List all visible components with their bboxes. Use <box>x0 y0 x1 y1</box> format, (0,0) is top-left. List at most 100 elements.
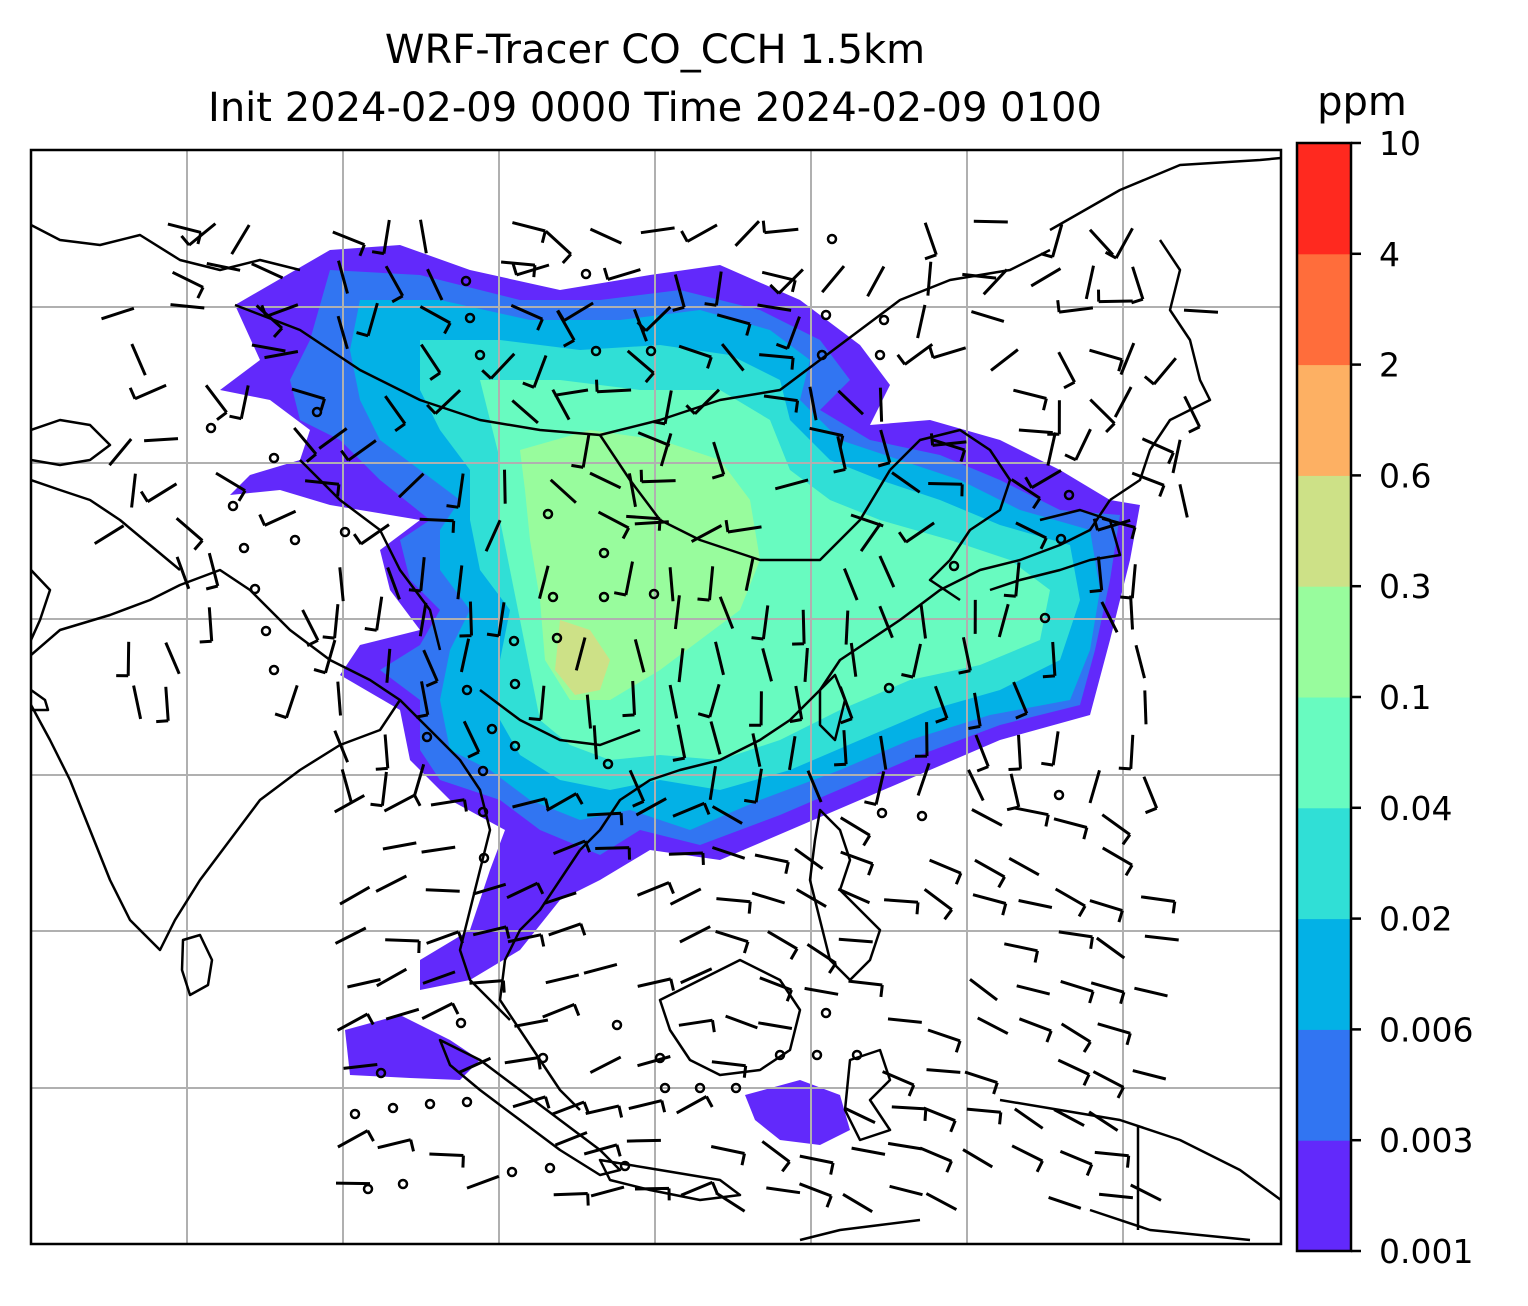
wind-barb <box>458 1056 492 1074</box>
wind-barb <box>1047 400 1061 436</box>
coast-west-edge <box>31 688 50 712</box>
wind-barb <box>385 648 392 683</box>
calm-wind-marker <box>820 1007 832 1019</box>
wind-barb <box>472 925 511 939</box>
wind-barb <box>293 426 318 463</box>
calm-wind-marker <box>509 678 521 690</box>
wind-barb <box>851 1146 886 1156</box>
wind-barb <box>551 1100 590 1116</box>
wind-barb <box>711 846 746 860</box>
wind-barb <box>549 478 577 504</box>
wind-barb <box>633 639 646 673</box>
calm-wind-marker <box>477 806 489 818</box>
calm-wind-marker <box>580 268 592 280</box>
wind-barb <box>1057 1058 1091 1087</box>
wind-barb <box>1013 1107 1044 1130</box>
wind-barb <box>339 885 371 906</box>
wind-barb <box>333 730 349 763</box>
wind-barb <box>1092 518 1131 532</box>
wind-barb <box>1053 817 1089 840</box>
calm-wind-marker <box>611 1019 623 1031</box>
wind-barb <box>716 313 752 336</box>
wind-barb <box>419 219 428 254</box>
wind-barb <box>709 721 722 755</box>
wind-barb <box>751 605 770 641</box>
wind-barb <box>977 1016 1009 1035</box>
wind-barb <box>789 685 804 724</box>
colorbar-bin <box>1297 1140 1351 1252</box>
coast-arabian <box>31 223 301 272</box>
wind-barb <box>725 1014 758 1030</box>
colorbar-bin <box>1297 1029 1351 1141</box>
wind-barb <box>1058 930 1094 950</box>
wind-barb <box>962 272 997 280</box>
colorbar-bin <box>1297 586 1351 698</box>
wind-barb <box>1013 388 1048 411</box>
wind-barb <box>175 517 204 551</box>
wind-barb <box>697 683 721 719</box>
wind-barb <box>352 523 390 546</box>
wind-barb <box>507 933 546 947</box>
wind-barb <box>680 1180 719 1197</box>
wind-barb <box>1089 398 1116 434</box>
concentration-field <box>220 245 1140 1145</box>
wind-barb <box>1046 432 1057 466</box>
wind-barb <box>583 1143 622 1157</box>
map-frame <box>29 148 1283 1246</box>
wind-barb <box>1056 300 1094 314</box>
wind-barb <box>634 1186 671 1201</box>
wind-barb <box>571 433 591 469</box>
wind-barb <box>1142 776 1159 815</box>
wind-barb <box>385 1007 420 1021</box>
wind-barb <box>1016 984 1051 996</box>
wind-barb <box>1041 731 1060 767</box>
wind-barb <box>552 839 591 855</box>
wind-barb <box>1183 308 1219 314</box>
wind-barb <box>838 937 873 944</box>
calm-wind-marker <box>424 1098 436 1110</box>
wind-barb <box>340 768 353 803</box>
wind-barb <box>680 967 713 985</box>
coast-pakistan <box>31 478 181 571</box>
wind-barb <box>301 609 320 648</box>
calm-wind-marker <box>509 740 521 752</box>
calm-wind-marker <box>916 810 928 822</box>
wind-barb <box>808 386 818 421</box>
calm-wind-marker <box>397 1178 409 1190</box>
wind-barb <box>1011 1144 1044 1173</box>
colorbar-tick-label: 2 <box>1379 346 1400 385</box>
wind-barb <box>673 595 681 630</box>
wind-barb <box>343 1063 378 1070</box>
wind-barb <box>887 1017 922 1024</box>
wind-barb <box>602 267 641 281</box>
wind-barb <box>322 604 340 640</box>
wind-barb <box>419 517 456 533</box>
border-china-west <box>299 459 442 651</box>
wind-barb <box>901 643 922 679</box>
wind-barb <box>512 221 547 244</box>
wind-barb <box>522 354 548 389</box>
calm-wind-marker <box>508 635 520 647</box>
wind-barb <box>973 219 1008 224</box>
wind-barb <box>1131 266 1145 305</box>
wind-barb <box>714 641 725 676</box>
wind-barb <box>175 556 191 590</box>
wind-barb <box>971 808 1003 827</box>
calm-wind-marker <box>1055 533 1067 545</box>
wind-barb <box>1140 895 1177 914</box>
wind-barb <box>426 389 462 415</box>
wind-barb <box>583 962 618 975</box>
wind-barb <box>806 943 838 974</box>
wind-barb <box>1144 934 1179 942</box>
wind-barb <box>180 222 217 247</box>
wind-barb <box>834 730 848 767</box>
wind-barb <box>1003 562 1021 598</box>
wind-barb <box>751 733 762 768</box>
wind-barb <box>1134 644 1146 679</box>
wind-barb <box>385 938 421 954</box>
wind-barb <box>761 270 797 293</box>
wind-barb <box>972 893 1008 916</box>
wind-barb <box>156 686 170 724</box>
wind-barb <box>545 792 584 812</box>
wind-barb <box>101 306 135 321</box>
